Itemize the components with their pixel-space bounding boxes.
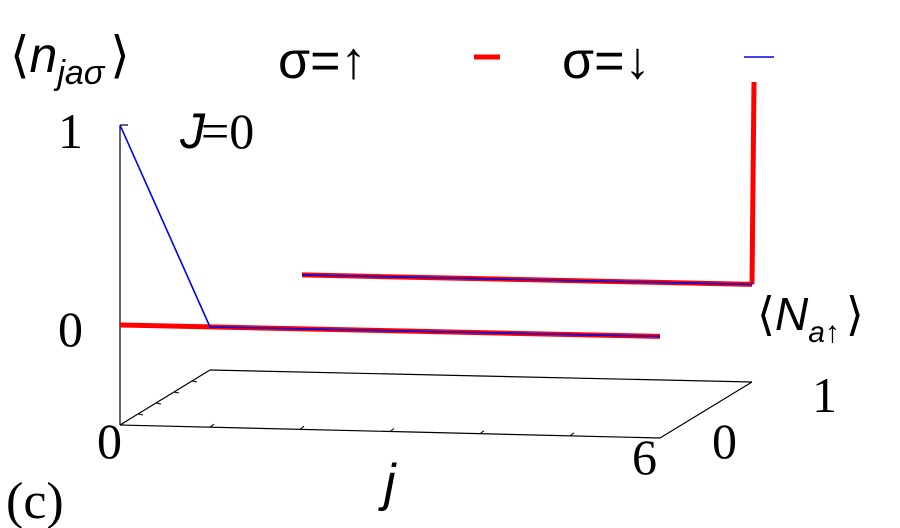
y-axis-line xyxy=(659,381,753,439)
y-minor-tick xyxy=(191,380,198,383)
x-minor-tick xyxy=(389,428,395,432)
z-label-sub: jaσ xyxy=(53,54,105,92)
y-label-sub: a↑ xyxy=(808,316,840,349)
z-label-var: n xyxy=(30,27,58,83)
z-axis-label: ⟨njaσ ⟩ xyxy=(10,27,130,92)
y-minor-tick xyxy=(155,402,162,405)
x-axis-label: j xyxy=(378,454,397,512)
x-minor-ticks xyxy=(209,423,575,437)
legend-down-label: σ=↓ xyxy=(562,32,650,90)
legend-up-label: σ=↑ xyxy=(278,32,366,90)
z-tick-label-1: 1 xyxy=(58,103,83,159)
back-x-axis-line xyxy=(209,369,753,383)
annotation-eq: =0 xyxy=(201,103,254,159)
series-down-line-n1 xyxy=(301,274,753,286)
annotation-j0: J=0 xyxy=(179,103,254,159)
x-minor-tick xyxy=(479,430,485,435)
z-label-open: ⟨ xyxy=(10,27,30,83)
x-tick-label-0: 0 xyxy=(97,413,122,469)
y-minor-ticks xyxy=(137,380,198,416)
y-tick-label-0: 0 xyxy=(712,413,737,469)
y-tick-label-1: 1 xyxy=(812,367,837,423)
back-y-axis-line xyxy=(119,369,211,426)
x-minor-tick xyxy=(569,432,575,437)
y-axis-label: ⟨Na↑ ⟩ xyxy=(757,288,864,349)
y-label-close: ⟩ xyxy=(846,289,864,340)
y-minor-tick xyxy=(137,413,144,416)
annotation-var: J xyxy=(179,103,206,159)
x-minor-tick xyxy=(209,423,215,428)
y-label-open: ⟨ xyxy=(757,289,775,340)
data-lines xyxy=(119,81,757,339)
y-minor-tick xyxy=(173,391,180,394)
series-down-line-n0 xyxy=(119,124,661,338)
series-up-line-edge xyxy=(749,81,757,285)
z-tick-label-0: 0 xyxy=(58,301,83,357)
x-tick-label-6: 6 xyxy=(632,429,657,485)
y-label-var: N xyxy=(775,288,809,340)
x-minor-tick xyxy=(299,425,305,430)
panel-label: (c) xyxy=(6,473,64,528)
z-label-close: ⟩ xyxy=(110,27,130,83)
